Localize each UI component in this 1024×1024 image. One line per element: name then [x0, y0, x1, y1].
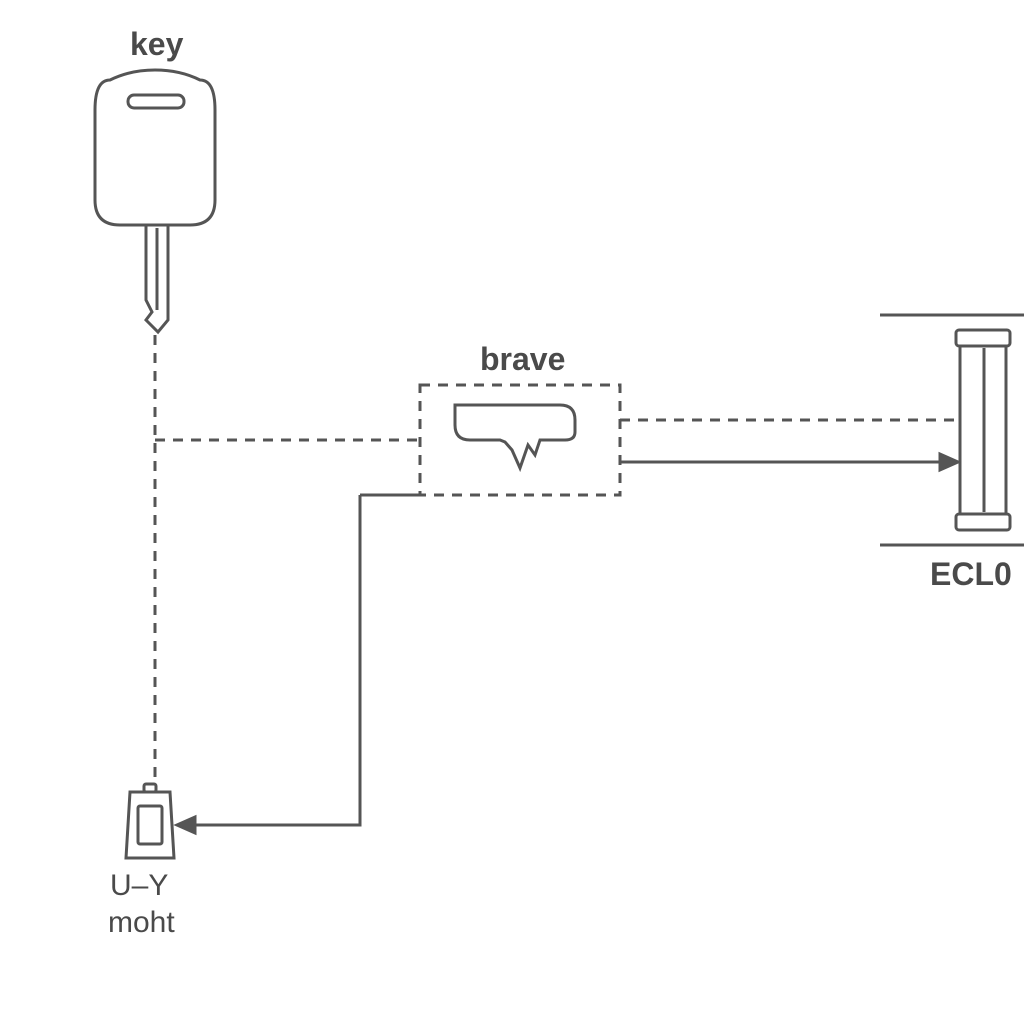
key-label: key — [130, 26, 184, 62]
eclo-label: ECL0 — [930, 556, 1012, 592]
eclo-node — [880, 315, 1024, 545]
brave-label: brave — [480, 341, 565, 377]
edge-brave-to-eclo-arrow — [620, 454, 958, 470]
brave-node — [420, 385, 620, 495]
diagram-canvas: key brave ECL0 U–Y moht — [0, 0, 1024, 1024]
uy-label-2: moht — [108, 906, 175, 939]
uy-device-icon — [126, 784, 174, 858]
key-icon — [95, 70, 215, 332]
edge-brave-to-uy — [177, 495, 420, 833]
uy-label-1: U–Y — [110, 869, 168, 902]
